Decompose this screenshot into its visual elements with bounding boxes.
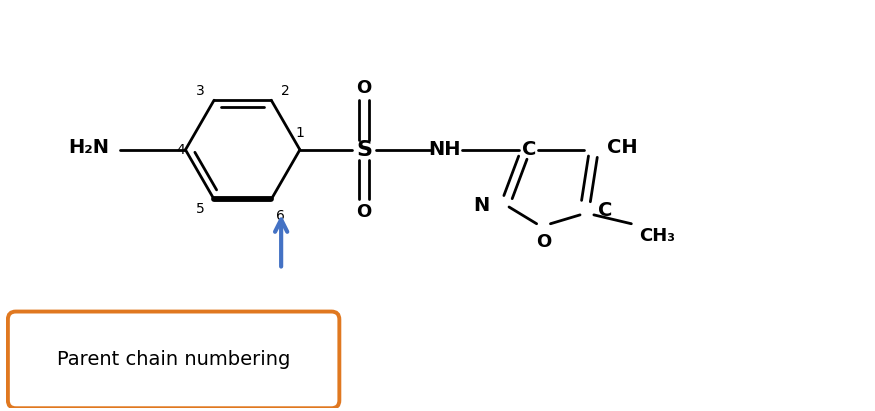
Text: 6: 6: [276, 209, 285, 223]
Text: C: C: [522, 140, 536, 159]
Text: Parent chain numbering: Parent chain numbering: [57, 351, 290, 369]
Text: 3: 3: [196, 84, 205, 98]
FancyBboxPatch shape: [8, 312, 340, 408]
Text: N: N: [473, 196, 489, 215]
Text: 5: 5: [196, 202, 205, 216]
Text: S: S: [356, 140, 372, 160]
Text: NH: NH: [429, 140, 461, 159]
Text: H₂N: H₂N: [68, 138, 109, 157]
Text: 2: 2: [281, 84, 290, 98]
Text: CH₃: CH₃: [640, 226, 676, 245]
Text: O: O: [356, 203, 372, 221]
Text: CH: CH: [606, 138, 637, 157]
Text: O: O: [536, 233, 551, 251]
Text: 1: 1: [296, 126, 304, 140]
Text: O: O: [356, 79, 372, 97]
Text: C: C: [598, 201, 612, 220]
Text: 4: 4: [177, 143, 185, 157]
